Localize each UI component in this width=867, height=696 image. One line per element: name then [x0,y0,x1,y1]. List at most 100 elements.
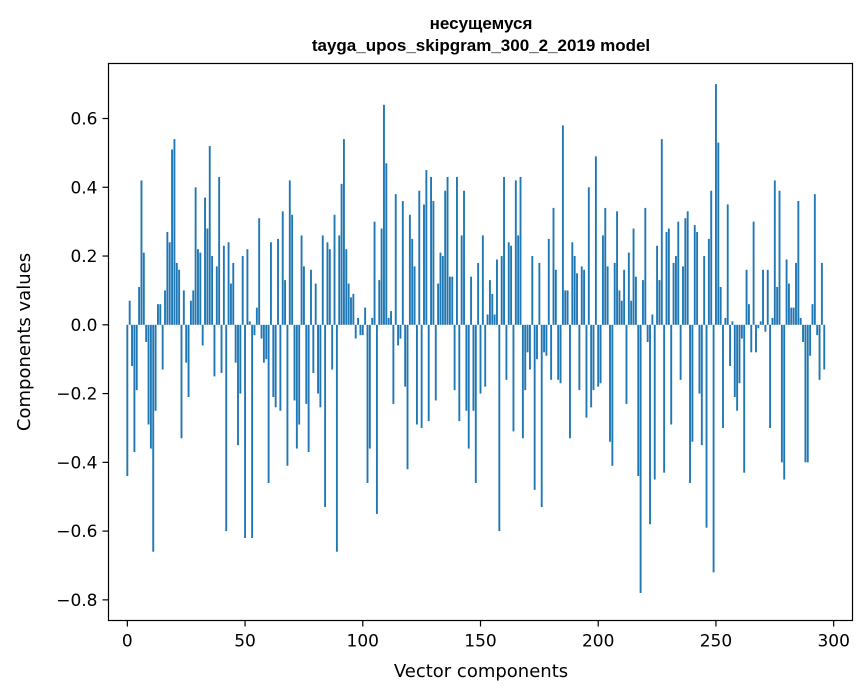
bar [227,242,230,325]
bar [637,324,640,477]
bar [234,324,237,363]
chart-title: несущемуся [430,14,533,33]
x-tick-label: 50 [234,632,256,652]
bar [580,266,583,325]
bar [667,228,670,325]
bar [529,324,531,370]
bar [288,180,291,325]
bar [305,324,308,404]
bar [705,324,708,528]
bar [128,300,131,325]
bar [326,242,329,325]
bar [392,324,395,404]
bar [613,262,616,325]
x-tick-label: 200 [582,632,614,652]
bar [804,324,807,463]
bar [232,262,235,325]
bar [380,228,383,325]
bar [465,324,468,411]
bar [656,245,659,325]
bar [689,324,691,483]
x-tick-label: 250 [700,632,732,652]
bar [430,176,432,325]
bar [578,324,581,391]
bar [729,324,732,367]
bar [780,324,783,463]
bar [451,276,454,325]
bar [519,176,522,325]
bar [538,262,541,325]
bar [785,259,788,325]
bar [453,324,456,391]
bar [241,256,244,325]
bar [399,324,402,339]
bar [350,297,352,325]
bar [340,183,343,325]
bar [762,269,764,325]
bar [651,314,654,325]
bar [559,324,562,384]
bar [616,211,618,325]
bar [470,276,473,325]
bar [698,324,701,394]
bar [387,317,390,325]
bar [660,139,663,325]
bar [460,235,463,325]
bar [408,214,411,325]
bar [467,324,470,449]
bar [759,321,762,325]
bar [133,324,136,453]
bar [627,252,630,325]
bar [378,280,381,325]
bar [415,324,418,425]
bar [773,180,776,325]
bar [620,300,623,325]
bar [514,180,517,325]
bar [639,324,642,593]
y-tick-label: −0.6 [56,522,97,542]
bar [811,304,814,325]
bar [644,207,647,325]
chart-subtitle: tayga_upos_skipgram_300_2_2019 model [312,36,650,55]
x-tick-label: 300 [817,632,849,652]
bar [670,324,673,425]
bar [171,149,174,325]
bar [208,146,211,325]
bar [601,235,604,325]
bar [444,190,447,325]
bar [131,324,133,367]
bar [679,324,682,380]
bar [368,324,371,449]
bar [686,211,689,325]
bar [246,249,249,325]
bar [554,269,557,325]
bar [225,324,228,532]
bar [373,221,376,325]
bar [592,324,595,391]
bar [352,293,355,325]
bar [434,324,437,401]
bar [717,142,720,325]
bar [194,187,197,325]
bar [524,324,527,391]
bar [755,324,757,353]
bar [505,324,508,380]
bar [736,324,739,411]
bar [545,324,548,356]
bar [665,231,668,325]
bar [333,214,336,325]
bar [448,276,451,325]
bar [731,321,734,325]
bar [145,324,148,342]
bar [745,269,748,325]
bar [437,283,440,325]
bar [703,256,706,325]
bars-group [126,84,826,593]
bar [797,201,800,325]
bar [317,324,319,394]
y-axis: −0.8 −0.6 −0.4 −0.2 0.0 0.2 0.4 0.6 [56,110,109,611]
bar [696,231,699,325]
bar [159,304,162,325]
bar [719,286,722,325]
